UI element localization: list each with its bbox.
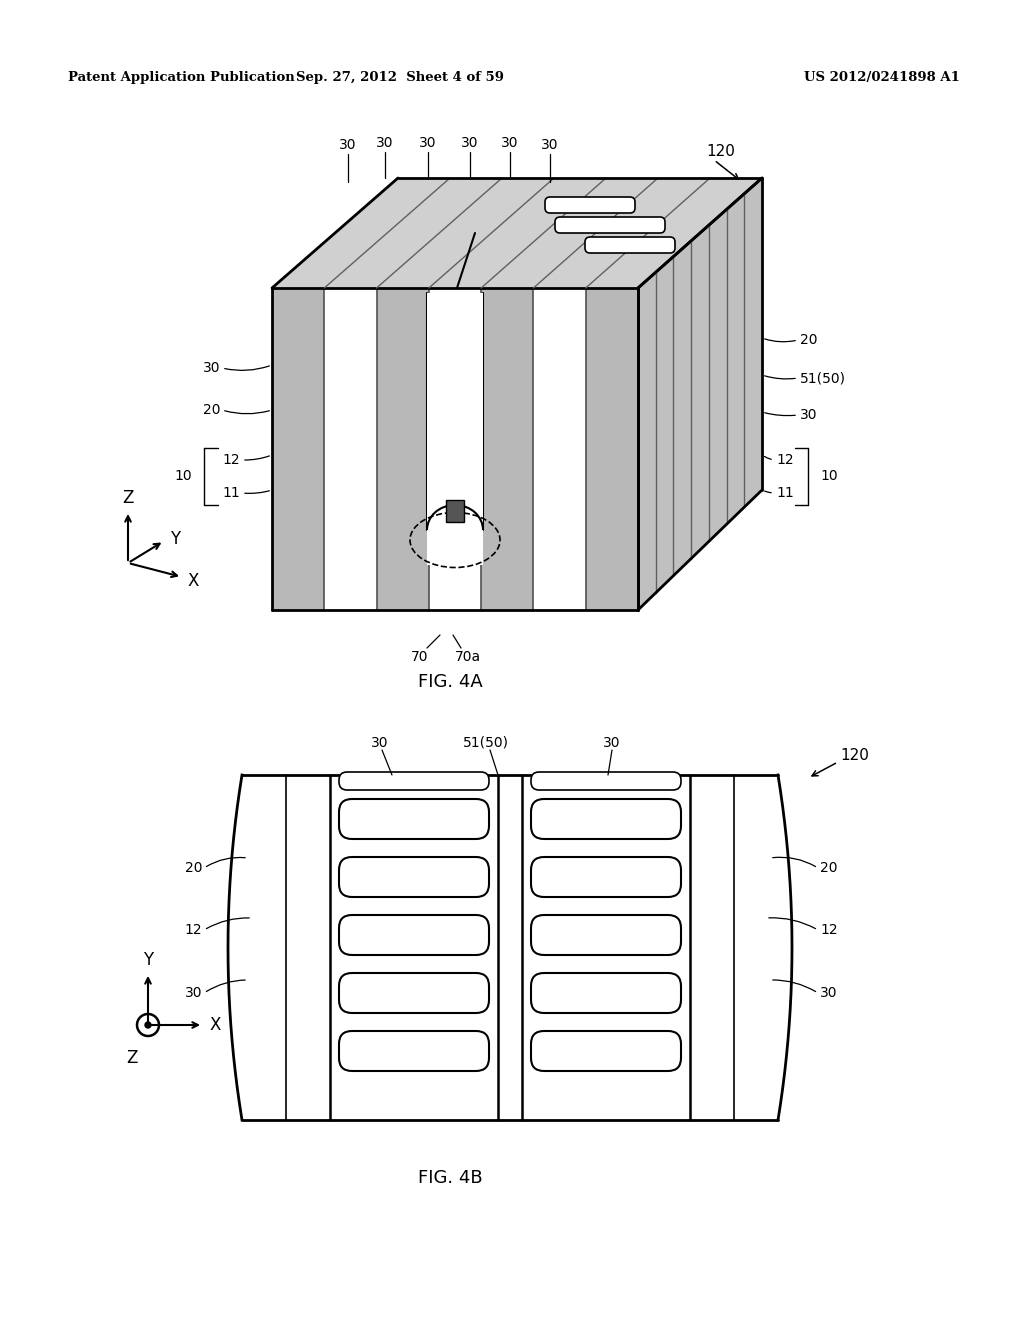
Text: Z: Z <box>122 488 134 507</box>
Text: 70a: 70a <box>455 649 481 664</box>
FancyBboxPatch shape <box>531 772 681 789</box>
Text: 30: 30 <box>542 139 559 152</box>
Text: 20: 20 <box>820 861 838 875</box>
Text: 120: 120 <box>706 144 735 160</box>
Bar <box>481 288 534 610</box>
Bar <box>272 288 325 610</box>
Polygon shape <box>638 178 762 610</box>
Text: Y: Y <box>170 531 180 548</box>
Text: 70: 70 <box>412 649 429 664</box>
Bar <box>325 288 377 610</box>
Text: X: X <box>209 1016 220 1034</box>
Text: 12: 12 <box>776 453 794 467</box>
Text: 30: 30 <box>372 737 389 750</box>
Text: 120: 120 <box>840 747 869 763</box>
Text: 51(50): 51(50) <box>463 737 509 750</box>
Text: 12: 12 <box>820 923 838 937</box>
Text: 12: 12 <box>222 453 240 467</box>
Bar <box>534 288 586 610</box>
Text: 30: 30 <box>461 136 479 150</box>
Text: 20: 20 <box>800 333 817 347</box>
Text: 11: 11 <box>776 486 794 500</box>
Text: 20: 20 <box>184 861 202 875</box>
Text: Z: Z <box>126 1049 137 1067</box>
Bar <box>586 288 638 610</box>
FancyBboxPatch shape <box>339 857 489 898</box>
FancyBboxPatch shape <box>339 973 489 1012</box>
FancyBboxPatch shape <box>339 772 489 789</box>
Text: 30: 30 <box>184 986 202 1001</box>
Text: 10: 10 <box>820 469 838 483</box>
Text: 30: 30 <box>502 136 519 150</box>
Bar <box>429 288 481 610</box>
FancyBboxPatch shape <box>339 1031 489 1071</box>
Bar <box>446 500 464 521</box>
Text: 30: 30 <box>820 986 838 1001</box>
FancyBboxPatch shape <box>531 915 681 954</box>
Bar <box>377 288 429 610</box>
Text: 30: 30 <box>203 360 220 375</box>
FancyBboxPatch shape <box>531 799 681 840</box>
FancyBboxPatch shape <box>545 197 635 213</box>
Text: US 2012/0241898 A1: US 2012/0241898 A1 <box>804 70 961 83</box>
FancyBboxPatch shape <box>339 915 489 954</box>
Text: 11: 11 <box>222 486 240 500</box>
Text: X: X <box>188 572 200 590</box>
Polygon shape <box>272 178 762 288</box>
Text: 30: 30 <box>603 737 621 750</box>
Circle shape <box>145 1022 151 1028</box>
Text: 10: 10 <box>174 469 193 483</box>
Text: 12: 12 <box>184 923 202 937</box>
Text: FIG. 4B: FIG. 4B <box>418 1170 482 1187</box>
Text: Y: Y <box>143 950 153 969</box>
Text: 30: 30 <box>376 136 394 150</box>
Text: Sep. 27, 2012  Sheet 4 of 59: Sep. 27, 2012 Sheet 4 of 59 <box>296 70 504 83</box>
FancyBboxPatch shape <box>531 973 681 1012</box>
FancyBboxPatch shape <box>531 1031 681 1071</box>
FancyBboxPatch shape <box>339 799 489 840</box>
Text: Patent Application Publication: Patent Application Publication <box>68 70 295 83</box>
Text: 51(50): 51(50) <box>800 371 846 385</box>
FancyBboxPatch shape <box>585 238 675 253</box>
FancyBboxPatch shape <box>555 216 665 234</box>
Text: 30: 30 <box>800 408 817 422</box>
Text: FIG. 4A: FIG. 4A <box>418 673 482 690</box>
Text: 20: 20 <box>203 403 220 417</box>
FancyBboxPatch shape <box>531 857 681 898</box>
Bar <box>427 293 483 565</box>
Text: 30: 30 <box>419 136 437 150</box>
Text: 30: 30 <box>339 139 356 152</box>
